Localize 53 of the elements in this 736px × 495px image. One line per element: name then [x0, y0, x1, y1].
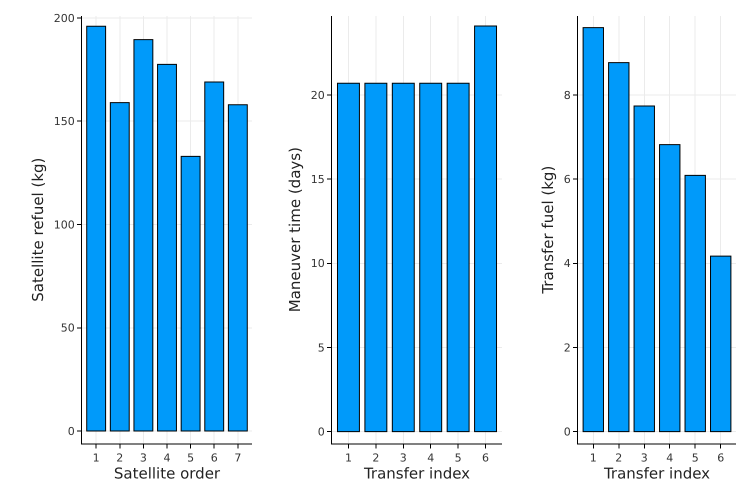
bar: [204, 81, 224, 432]
bar: [608, 62, 630, 432]
x-tick-label: 2: [372, 452, 380, 465]
y-tick-label: 8: [564, 88, 571, 102]
bar: [110, 102, 130, 432]
x-axis-title: Transfer index: [362, 464, 470, 483]
y-tick-label: 200: [54, 12, 75, 25]
x-tick-label: 1: [92, 452, 100, 465]
x-tick-label: 3: [640, 452, 648, 465]
x-tick-label: 4: [164, 452, 170, 465]
x-tick-label: 1: [344, 452, 352, 465]
y-tick-label: 0: [564, 425, 571, 438]
x-tick-label: 5: [692, 452, 699, 465]
y-axis-title: Maneuver time (days): [286, 147, 304, 312]
bar: [684, 174, 706, 432]
x-tick-label: 5: [454, 452, 462, 465]
x-tick-label: 7: [234, 452, 242, 465]
x-axis-title: Transfer index: [602, 464, 710, 483]
x-tick-label: 4: [666, 452, 674, 465]
y-tick-label: 6: [564, 173, 571, 186]
y-tick-label: 10: [310, 257, 325, 270]
bar: [582, 27, 604, 432]
y-tick-label: 5: [318, 341, 325, 354]
bar: [180, 156, 201, 432]
x-tick-label: 6: [482, 452, 490, 465]
x-tick-label: 3: [140, 452, 147, 465]
x-tick-label: 2: [615, 452, 622, 465]
y-axis-title: Satellite refuel (kg): [29, 158, 48, 302]
y-tick-label: 2: [564, 341, 571, 354]
y-tick-label: 100: [54, 218, 75, 232]
x-tick-label: 3: [400, 452, 407, 465]
x-tick-label: 5: [187, 452, 194, 465]
y-tick-label: 50: [60, 322, 75, 335]
bar: [133, 39, 154, 432]
y-tick-label: 0: [68, 424, 75, 438]
y-tick-label: 20: [310, 88, 325, 102]
x-tick-label: 6: [210, 452, 218, 465]
bar: [86, 26, 106, 432]
x-tick-label: 1: [590, 452, 597, 465]
x-tick-label: 2: [116, 452, 124, 465]
y-tick-label: 15: [310, 173, 325, 186]
y-axis-title: Transfer fuel (kg): [539, 166, 558, 295]
bar: [157, 64, 177, 432]
x-tick-label: 4: [427, 452, 434, 465]
x-tick-label: 6: [717, 452, 724, 465]
bar: [710, 256, 732, 432]
bar: [228, 104, 248, 432]
bar: [634, 105, 655, 432]
y-tick-label: 4: [564, 257, 571, 270]
bar: [659, 144, 680, 432]
y-tick-label: 0: [318, 425, 325, 438]
x-axis-title: Satellite order: [114, 464, 221, 483]
y-tick-label: 150: [54, 115, 75, 128]
